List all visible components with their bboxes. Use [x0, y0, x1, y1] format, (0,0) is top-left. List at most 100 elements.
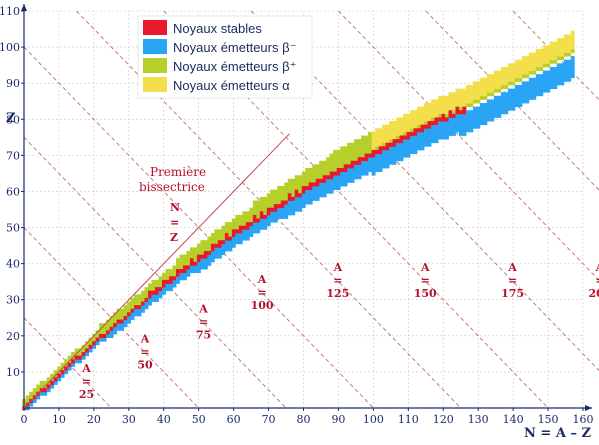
nuclide-stable: [329, 171, 334, 176]
nuclide-alpha: [389, 124, 393, 129]
nuclide-beta-minus: [448, 128, 453, 133]
nuclide-beta-minus: [434, 139, 439, 144]
nuclide-alpha: [511, 70, 516, 75]
nuclide-stable: [270, 207, 275, 212]
nuclide-beta-plus: [270, 200, 275, 205]
nuclide-alpha: [556, 38, 561, 43]
nuclide-beta-plus: [333, 167, 338, 173]
nuclide-beta-plus: [424, 121, 428, 126]
nuclide-beta-minus: [507, 106, 512, 111]
nuclide-alpha: [535, 56, 540, 61]
nuclide-stable: [322, 175, 327, 180]
nuclide-beta-minus: [263, 225, 268, 230]
nuclide-stable: [263, 214, 268, 219]
nuclide-stable: [186, 265, 191, 270]
nuclide-stable: [420, 124, 425, 129]
nuclide-alpha: [403, 128, 407, 133]
y-tick-label: 50: [6, 222, 20, 235]
nuclide-stable: [399, 135, 404, 140]
nuclide-alpha: [399, 131, 404, 136]
nuclide-beta-minus: [427, 142, 432, 147]
nuclide-beta-plus: [368, 142, 373, 147]
isobar-label-125-0: A: [333, 261, 343, 274]
nuclide-alpha: [465, 92, 470, 97]
nuclide-alpha: [434, 99, 439, 104]
nuclide-beta-minus: [382, 164, 387, 169]
nuclide-beta-plus: [326, 167, 331, 173]
nuclide-beta-minus: [444, 128, 449, 133]
nuclide-beta-minus: [50, 384, 55, 389]
isobar-label-100-2: 100: [251, 299, 274, 312]
nuclide-beta-minus: [193, 269, 198, 274]
nuclide-alpha: [567, 41, 572, 46]
nuclide-stable: [203, 251, 208, 256]
nuclide-beta-minus: [567, 74, 572, 79]
nuclide-stable: [252, 218, 257, 223]
nuclide-beta-minus: [479, 103, 484, 108]
nuclide-alpha: [458, 99, 463, 104]
nuclide-beta-minus: [162, 290, 166, 295]
nuclide-beta-minus: [245, 236, 250, 241]
nuclide-alpha: [424, 106, 428, 111]
nuclide-beta-minus: [298, 196, 303, 201]
nuclide-alpha: [469, 95, 474, 100]
nuclide-beta-minus: [214, 247, 219, 252]
nuclide-stable: [120, 319, 124, 324]
isobar-label-75-2: 75: [196, 329, 211, 342]
nuclide-beta-minus: [500, 106, 505, 111]
nuclide-beta-plus: [120, 308, 124, 313]
nuclide-beta-minus: [291, 211, 296, 216]
nuclide-beta-minus: [563, 66, 568, 71]
nuclide-alpha: [500, 77, 505, 82]
x-tick-label: 40: [157, 413, 171, 426]
nuclide-beta-plus: [217, 232, 222, 237]
nuclide-beta-plus: [203, 240, 208, 245]
nuclide-beta-minus: [417, 146, 421, 151]
nuclide-alpha: [462, 103, 467, 108]
nuclide-beta-plus: [322, 167, 327, 173]
nuclide-stable: [301, 186, 306, 191]
nuclide-stable: [179, 269, 184, 274]
nuclide-alpha: [542, 52, 547, 57]
nuclide-beta-plus: [151, 279, 156, 284]
nuclide-beta-minus: [399, 153, 404, 158]
nuclide-beta-minus: [120, 323, 124, 328]
nuclide-stable: [312, 182, 317, 187]
nuclide-alpha: [493, 74, 498, 79]
nuclide-beta-minus: [368, 167, 373, 173]
nuclide-beta-plus: [357, 142, 362, 147]
isobar-line-200: [338, 10, 599, 281]
nuclide-beta-minus: [235, 236, 240, 241]
nuclide-beta-minus: [563, 63, 568, 68]
nuclide-beta-plus: [151, 287, 156, 292]
nuclide-beta-plus: [284, 186, 289, 191]
nuclide-beta-plus: [368, 131, 373, 136]
nuclide-beta-minus: [438, 131, 442, 136]
nuclide-beta-plus: [273, 196, 278, 201]
nuclide-beta-minus: [518, 99, 523, 104]
nuclide-alpha: [455, 92, 460, 97]
nuclide-beta-minus: [504, 95, 509, 100]
nuclide-stable: [210, 247, 215, 252]
nuclide-stable: [336, 167, 341, 173]
nuclide-beta-plus: [497, 88, 502, 93]
nuclide-beta-plus: [483, 95, 488, 100]
nuclide-stable: [277, 204, 282, 209]
bisector-label-line2: bissectrice: [139, 180, 205, 194]
nuclide-beta-minus: [333, 178, 338, 183]
nuclide-beta-plus: [39, 384, 44, 389]
nuclide-beta-minus: [483, 117, 488, 122]
nuclide-beta-plus: [539, 66, 544, 71]
nuclide-stable: [343, 164, 348, 169]
nuclide-beta-plus: [224, 229, 229, 234]
nuclide-beta-plus: [217, 229, 222, 234]
nuclide-alpha: [434, 106, 439, 111]
nuclide-beta-minus: [451, 124, 456, 129]
nuclide-alpha: [521, 70, 526, 75]
nuclide-beta-minus: [266, 214, 271, 219]
nuclide-beta-plus: [343, 153, 348, 158]
nuclide-beta-minus: [462, 121, 467, 126]
nuclide-beta-plus: [361, 146, 366, 151]
nuclide-beta-plus: [298, 182, 303, 187]
nuclide-beta-minus: [315, 186, 320, 191]
